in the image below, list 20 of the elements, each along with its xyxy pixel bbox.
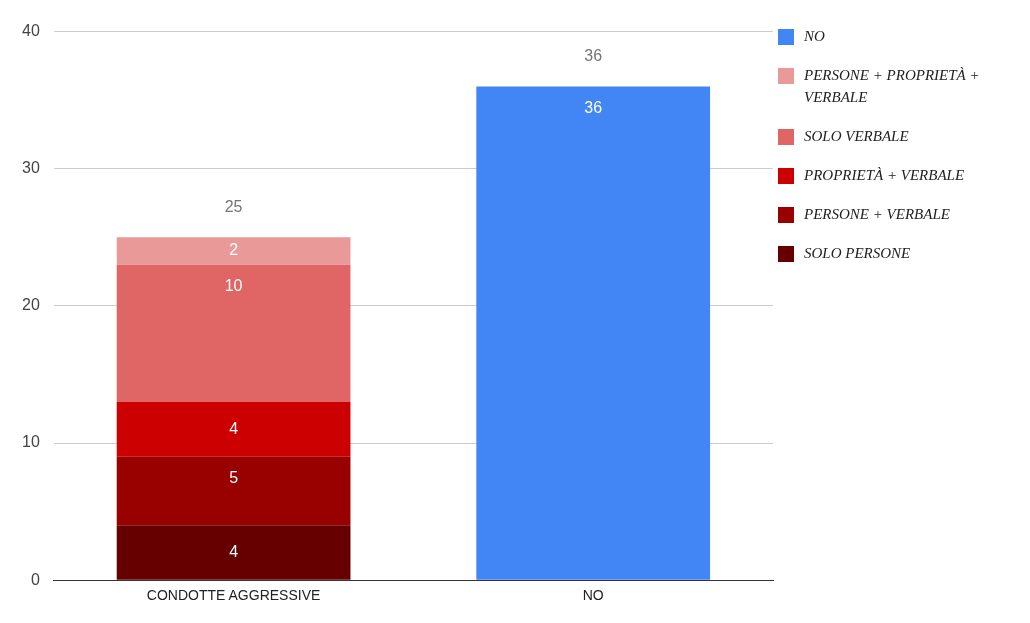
legend-label: PERSONE + PROPRIETÀ + VERBALE bbox=[804, 66, 981, 107]
y-tick-label: 20 bbox=[22, 296, 40, 314]
total-label: 25 bbox=[224, 197, 243, 215]
legend-label: SOLO PERSONE bbox=[804, 244, 911, 263]
data-label: 4 bbox=[229, 419, 239, 437]
legend-label: PERSONE + VERBALE bbox=[804, 205, 950, 224]
y-tick-label: 40 bbox=[22, 22, 40, 40]
legend-label: SOLO VERBALE bbox=[804, 127, 909, 146]
data-label: 5 bbox=[229, 469, 239, 487]
x-tick-label: CONDOTTE AGGRESSIVE bbox=[146, 587, 321, 604]
data-label: 10 bbox=[224, 277, 243, 295]
legend-label: NO bbox=[804, 27, 825, 46]
legend-label: PROPRIETÀ + VERBALE bbox=[804, 166, 965, 185]
data-label: 36 bbox=[584, 98, 603, 116]
total-label: 36 bbox=[584, 46, 603, 64]
y-tick-label: 10 bbox=[22, 433, 40, 451]
y-tick-label: 30 bbox=[22, 159, 40, 177]
data-label: 2 bbox=[229, 241, 239, 259]
y-tick-label: 0 bbox=[30, 570, 40, 588]
data-label: 4 bbox=[229, 542, 239, 560]
